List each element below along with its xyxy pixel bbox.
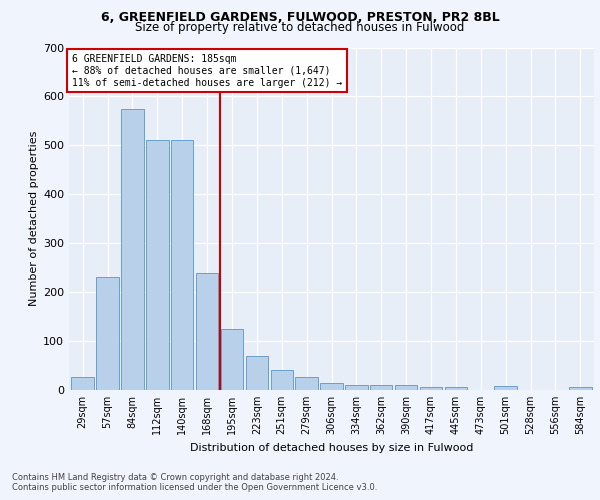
Text: 6 GREENFIELD GARDENS: 185sqm
← 88% of detached houses are smaller (1,647)
11% of: 6 GREENFIELD GARDENS: 185sqm ← 88% of de… (71, 54, 342, 88)
Text: Size of property relative to detached houses in Fulwood: Size of property relative to detached ho… (136, 21, 464, 34)
Bar (370, 385, 392, 390)
Bar (71, 377, 94, 390)
Bar (395, 385, 418, 390)
Bar (121, 108, 143, 390)
Bar (295, 377, 318, 390)
Bar (97, 278, 119, 390)
Bar (420, 387, 442, 390)
Bar (196, 272, 218, 390)
Bar (445, 387, 467, 390)
Text: Contains public sector information licensed under the Open Government Licence v3: Contains public sector information licen… (12, 484, 377, 492)
X-axis label: Distribution of detached houses by size in Fulwood: Distribution of detached houses by size … (190, 442, 473, 452)
Bar (171, 140, 193, 390)
Bar (221, 329, 243, 390)
Bar (494, 386, 517, 390)
Bar (320, 382, 343, 390)
Bar (569, 387, 592, 390)
Y-axis label: Number of detached properties: Number of detached properties (29, 131, 39, 306)
Bar (245, 356, 268, 390)
Bar (146, 140, 169, 390)
Bar (271, 370, 293, 390)
Text: Contains HM Land Registry data © Crown copyright and database right 2024.: Contains HM Land Registry data © Crown c… (12, 474, 338, 482)
Bar (345, 385, 368, 390)
Text: 6, GREENFIELD GARDENS, FULWOOD, PRESTON, PR2 8BL: 6, GREENFIELD GARDENS, FULWOOD, PRESTON,… (101, 11, 499, 24)
